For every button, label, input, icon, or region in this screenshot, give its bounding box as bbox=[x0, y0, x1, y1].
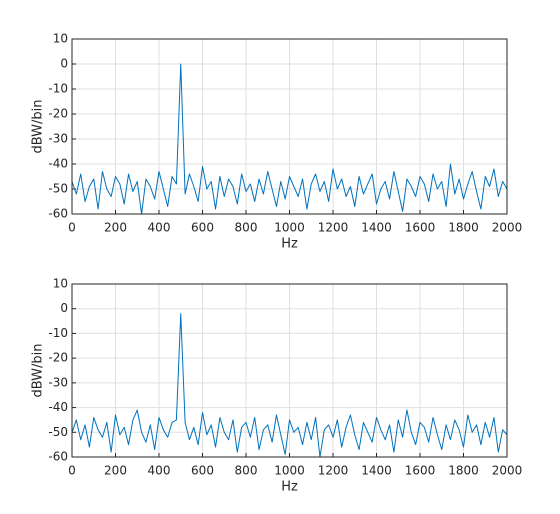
y-tick-label: -40 bbox=[48, 400, 68, 414]
y-tick-label: -20 bbox=[48, 351, 68, 365]
spectrum-line bbox=[72, 313, 507, 457]
y-tick-label: -30 bbox=[48, 375, 68, 389]
x-tick-label: 600 bbox=[191, 221, 214, 235]
axes-box bbox=[71, 38, 508, 215]
x-tick-label: 800 bbox=[235, 464, 258, 478]
y-tick-label: -50 bbox=[48, 425, 68, 439]
x-tick-label: 2000 bbox=[492, 221, 523, 235]
x-tick-label: 200 bbox=[104, 464, 127, 478]
x-axis-label: Hz bbox=[281, 237, 298, 252]
x-axis-label: Hz bbox=[281, 480, 298, 495]
y-tick-label: -50 bbox=[48, 182, 68, 196]
x-tick-label: 2000 bbox=[492, 464, 523, 478]
plot-area bbox=[72, 63, 507, 214]
x-tick-label: 1200 bbox=[318, 221, 349, 235]
y-axis-label: dBW/bin bbox=[31, 99, 46, 153]
y-tick-label: -20 bbox=[48, 107, 68, 121]
x-tick-label: 400 bbox=[148, 464, 171, 478]
x-tick-label: 600 bbox=[191, 464, 214, 478]
y-tick-label: 10 bbox=[53, 277, 68, 291]
x-tick-label: 1400 bbox=[361, 221, 392, 235]
x-tick-label: 200 bbox=[104, 221, 127, 235]
x-tick-label: 1400 bbox=[361, 464, 392, 478]
y-tick-label: -10 bbox=[48, 326, 68, 340]
y-tick-label: 10 bbox=[53, 32, 68, 46]
spectrum-line bbox=[72, 63, 507, 214]
x-tick-label: 1000 bbox=[274, 464, 305, 478]
y-tick-label: 0 bbox=[60, 57, 68, 71]
y-tick-label: 0 bbox=[60, 301, 68, 315]
x-tick-label: 1600 bbox=[405, 464, 436, 478]
x-tick-label: 0 bbox=[68, 464, 76, 478]
x-tick-label: 0 bbox=[68, 221, 76, 235]
x-tick-label: 1800 bbox=[448, 221, 479, 235]
x-tick-label: 1600 bbox=[405, 221, 436, 235]
y-tick-label: -60 bbox=[48, 207, 68, 221]
x-tick-label: 1200 bbox=[318, 464, 349, 478]
x-tick-label: 1800 bbox=[448, 464, 479, 478]
axes-box bbox=[71, 283, 508, 458]
plot-area bbox=[72, 313, 507, 457]
x-tick-label: 800 bbox=[235, 221, 258, 235]
x-tick-label: 400 bbox=[148, 221, 171, 235]
y-tick-label: -10 bbox=[48, 82, 68, 96]
y-tick-label: -60 bbox=[48, 450, 68, 464]
y-tick-label: -30 bbox=[48, 132, 68, 146]
y-tick-label: -40 bbox=[48, 157, 68, 171]
y-axis-label: dBW/bin bbox=[31, 343, 46, 397]
x-tick-label: 1000 bbox=[274, 221, 305, 235]
